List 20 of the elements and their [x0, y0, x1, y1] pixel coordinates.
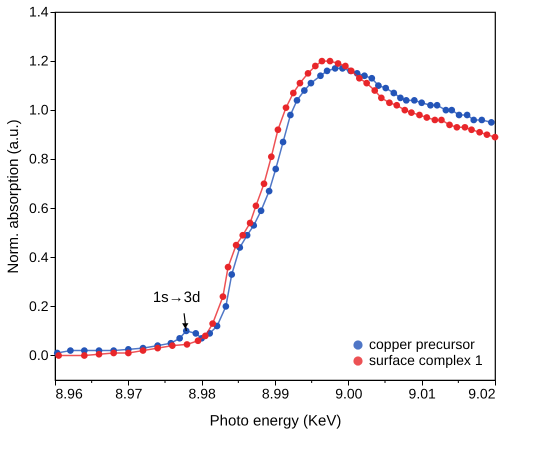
y-axis-title: Norm. absorption (a.u.) [5, 119, 22, 274]
y-tick-label: 0.8 [29, 150, 49, 167]
y-tick-label: 0.6 [29, 200, 49, 216]
y-tick-label: 1.0 [29, 102, 49, 118]
x-tick-label: 8.99 [262, 386, 290, 402]
y-tick-label: 0.4 [29, 248, 49, 265]
x-tick-label: 8.96 [56, 386, 83, 402]
y-tick-label: 1.2 [29, 52, 49, 69]
y-tick-label: 1.4 [29, 4, 49, 20]
x-tick-label: 8.98 [188, 386, 216, 402]
y-tick-label: 0.2 [29, 298, 49, 314]
x-tick-label: 9.00 [335, 386, 363, 402]
y-tick-label: 0.0 [29, 346, 49, 363]
legend-label: copper precursor [369, 336, 476, 352]
x-tick-label: 9.01 [408, 386, 436, 402]
x-axis-title: Photo energy (KeV) [210, 412, 342, 430]
annotation: 1s→3d [152, 289, 200, 306]
x-tick-label: 8.97 [115, 386, 143, 402]
x-tick-label: 9.02 [468, 386, 496, 402]
legend-label: surface complex 1 [369, 352, 483, 368]
